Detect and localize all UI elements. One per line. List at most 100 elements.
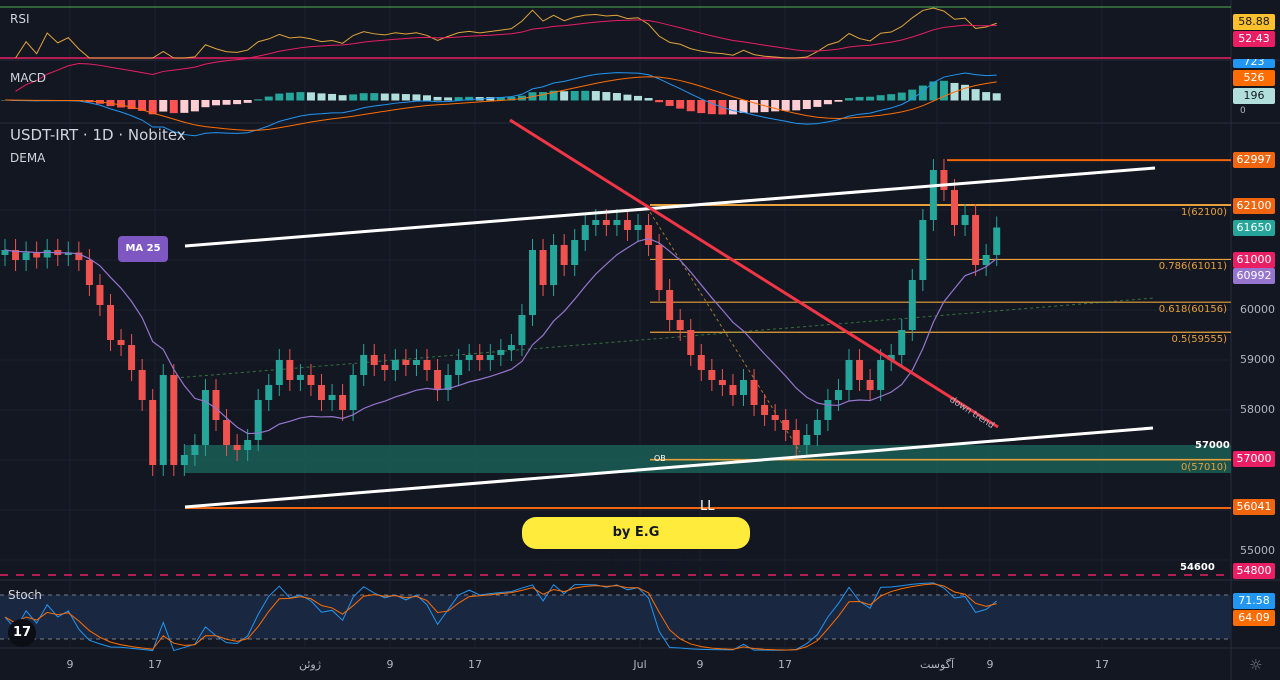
macd-histogram-bar (159, 100, 168, 112)
candle (834, 390, 842, 400)
macd-histogram-bar (180, 100, 189, 113)
candle (423, 360, 431, 370)
macd-histogram-bar (338, 95, 347, 101)
candle (296, 375, 304, 380)
macd-histogram-bar (138, 100, 147, 111)
macd-histogram-bar (306, 92, 315, 101)
candle (33, 252, 41, 258)
candle (191, 445, 199, 455)
macd-histogram-bar (781, 100, 790, 111)
macd-histogram-bar (602, 92, 611, 101)
candle (571, 240, 579, 265)
candle (592, 220, 600, 225)
macd-histogram-bar (190, 100, 199, 112)
candle (634, 225, 642, 230)
macd-histogram-bar (686, 100, 695, 112)
macd-line (4, 72, 997, 137)
candle (560, 245, 568, 265)
candle (370, 355, 378, 365)
macd-histogram-bar (929, 81, 938, 101)
price-axis-tick: 60000 (1240, 303, 1275, 316)
author-note-callout[interactable]: by E.G www.eagleeconomic.com (522, 517, 750, 572)
candle (318, 385, 325, 400)
macd-histogram-bar (644, 98, 653, 101)
candle (645, 225, 653, 245)
macd-histogram-bar (792, 100, 801, 111)
dema-label[interactable]: DEMA (10, 151, 46, 165)
fib-level-label: 0.5(59555) (1171, 334, 1227, 346)
macd-histogram-bar (243, 100, 252, 103)
candle (349, 375, 357, 410)
macd-histogram-bar (612, 93, 621, 101)
macd-histogram-bar (908, 89, 917, 101)
ll-label: LL (700, 499, 715, 514)
candle (813, 420, 821, 435)
macd-histogram-bar (665, 100, 674, 106)
candle (412, 360, 420, 365)
time-axis-tick: ژوئن (298, 658, 322, 671)
macd-histogram-bar (454, 97, 463, 101)
macd-histogram-bar (707, 100, 716, 115)
settings-gear-icon[interactable]: ☼ (1249, 656, 1263, 674)
candle (444, 375, 452, 390)
mid-channel-line (174, 297, 1156, 379)
candle (539, 250, 547, 285)
candle (22, 252, 30, 260)
candle (64, 252, 72, 255)
candle (602, 220, 610, 225)
price-axis-tick: 58000 (1240, 403, 1275, 416)
level-57000-label: 57000 (1195, 440, 1230, 451)
time-axis-tick: 17 (148, 658, 162, 671)
macd-histogram-bar (750, 100, 759, 113)
macd-histogram-bar (834, 100, 843, 102)
candle (961, 215, 969, 225)
tradingview-logo[interactable]: 17 (8, 619, 36, 647)
macd-histogram-bar (918, 85, 927, 101)
macd-histogram-bar (982, 92, 991, 101)
candle (286, 360, 294, 380)
candle (328, 395, 336, 400)
candle (750, 380, 758, 405)
candle (43, 250, 51, 258)
macd-histogram-bar (866, 96, 875, 101)
time-axis-tick: 17 (468, 658, 482, 671)
candle (972, 215, 980, 265)
candle (718, 380, 726, 385)
macd-zero-tick: 0 (1240, 106, 1246, 116)
rsi-ma-line (15, 19, 997, 92)
candle (655, 245, 663, 290)
candle (845, 360, 853, 390)
macd-histogram-bar (169, 100, 178, 114)
candle (613, 220, 621, 225)
price-badge: 57000 (1233, 451, 1275, 467)
rsi-pane-label: RSI (10, 12, 30, 26)
candle (518, 315, 526, 345)
candle (782, 420, 790, 430)
macd-histogram-bar (328, 93, 337, 101)
candle (929, 170, 937, 220)
level-54600-label: 54600 (1180, 562, 1215, 573)
macd-histogram-bar (634, 95, 642, 101)
macd-histogram-bar (961, 84, 970, 101)
macd-histogram-bar (697, 100, 706, 114)
candle (107, 305, 114, 340)
candle (982, 255, 990, 265)
ma-25-callout[interactable]: MA 25 (118, 236, 168, 262)
candle (898, 330, 906, 355)
candle (623, 220, 631, 230)
macd-histogram-bar (254, 99, 263, 101)
macd-histogram-bar (380, 93, 389, 101)
macd-histogram-bar (728, 100, 737, 115)
candle (666, 290, 674, 320)
macd-histogram-bar (444, 97, 453, 101)
macd-histogram-bar (370, 93, 379, 101)
time-axis-tick: 9 (696, 658, 704, 671)
macd-histogram-bar (285, 92, 294, 101)
time-axis-tick: 17 (778, 658, 792, 671)
price-badge: 61000 (1233, 252, 1275, 268)
symbol-title[interactable]: USDT-IRT · 1D · Nobitex (10, 126, 186, 144)
fib-level-label: 0.618(60156) (1158, 304, 1227, 316)
lower-channel-line (184, 426, 1154, 509)
rsi-line (15, 7, 997, 59)
